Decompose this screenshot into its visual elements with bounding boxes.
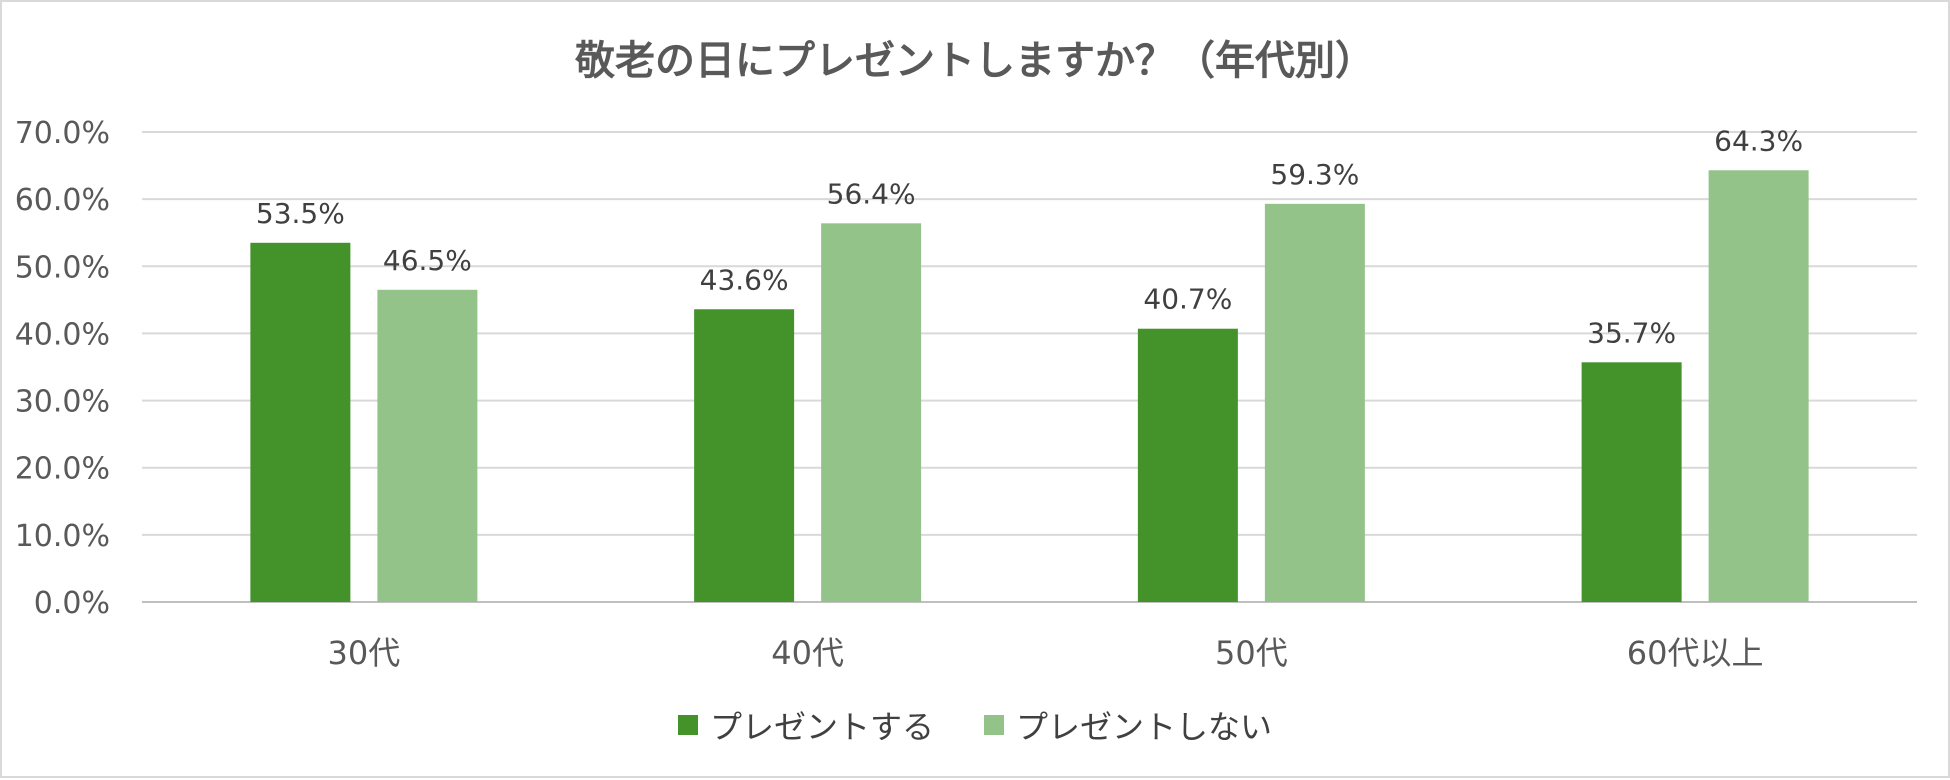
data-label: 56.4% (827, 177, 916, 210)
bar (1708, 170, 1809, 602)
legend-item-present: プレゼントする (677, 702, 934, 748)
data-label: 64.3% (1714, 124, 1803, 157)
bar (1264, 203, 1365, 603)
data-label: 43.6% (700, 263, 789, 296)
legend-label-no-present: プレゼントしない (1016, 708, 1273, 746)
y-tick-label: 0.0% (34, 586, 110, 621)
data-label: 53.5% (256, 197, 345, 230)
bar (250, 242, 351, 603)
legend-swatch-no-present (984, 715, 1004, 735)
data-label: 46.5% (383, 244, 472, 277)
y-tick-label: 50.0% (15, 250, 110, 285)
x-tick-label: 30代 (328, 634, 401, 672)
legend-label-present: プレゼントする (709, 708, 934, 746)
y-tick-label: 60.0% (15, 183, 110, 218)
legend-swatch-present (677, 715, 698, 735)
x-tick-label: 50代 (1215, 634, 1288, 672)
data-label: 40.7% (1143, 283, 1232, 316)
y-tick-label: 10.0% (15, 519, 110, 554)
y-tick-label: 20.0% (15, 452, 110, 487)
legend: プレゼントする プレゼントしない (2, 702, 1948, 748)
legend-item-no-present: プレゼントしない (984, 702, 1272, 748)
y-tick-label: 40.0% (15, 317, 110, 352)
y-tick-label: 30.0% (15, 385, 110, 420)
bar (821, 223, 922, 603)
bar (1137, 328, 1238, 602)
chart-title: 敬老の日にプレゼントしますか？（年代別） (575, 38, 1375, 84)
bar (1581, 362, 1682, 602)
data-label: 35.7% (1587, 316, 1676, 349)
data-label: 59.3% (1270, 158, 1359, 191)
x-tick-label: 60代以上 (1627, 634, 1764, 672)
bar (377, 289, 478, 602)
x-tick-label: 40代 (771, 634, 844, 672)
y-tick-label: 70.0% (15, 116, 110, 151)
bar (694, 309, 795, 602)
